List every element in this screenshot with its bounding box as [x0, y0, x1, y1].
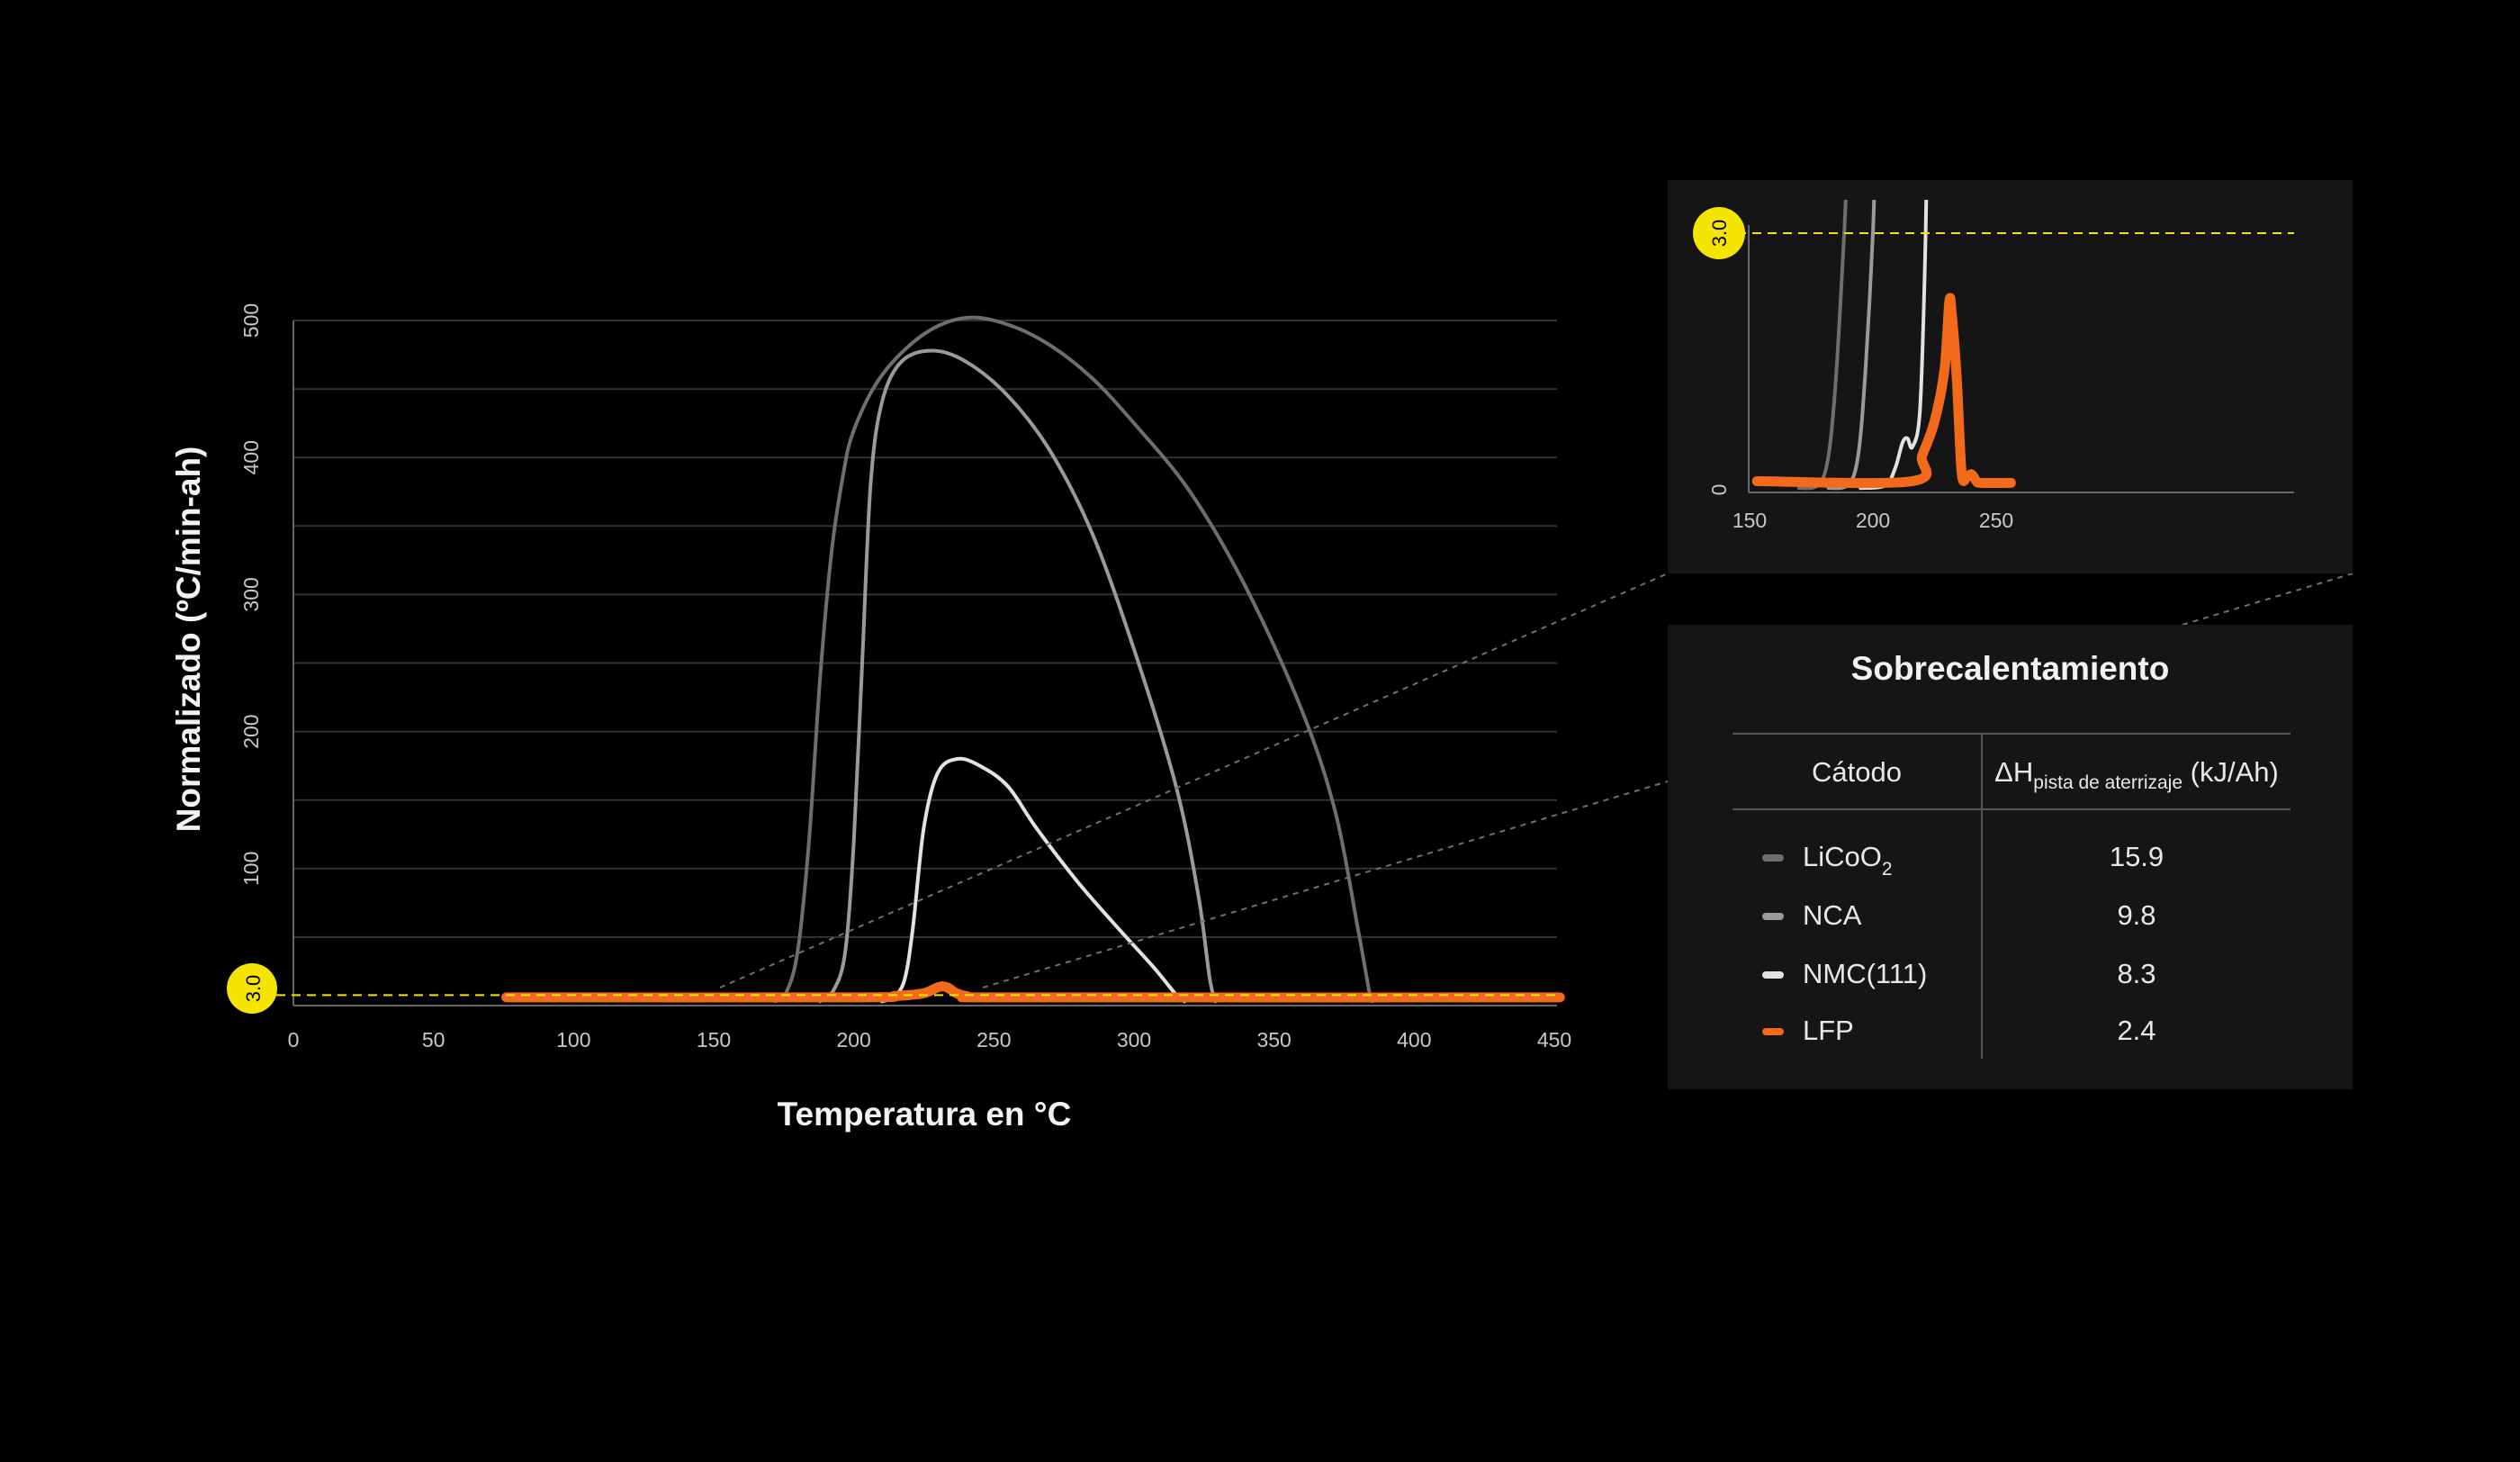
threshold-marker: 3.0: [227, 963, 1557, 1014]
overheating-table-panel: Sobrecalentamiento Cátodo ΔHpista de ate…: [1668, 625, 2353, 1089]
enthalpy-value: 2.4: [2117, 1015, 2156, 1046]
inset-threshold-marker: 3.0: [1693, 207, 2294, 259]
inset-x-tick-label: 200: [1856, 509, 1890, 532]
x-axis-label: Temperatura en °C: [778, 1096, 1072, 1133]
table-row: NCA 9.8: [1668, 889, 2353, 943]
threshold-badge: [227, 963, 277, 1014]
y-tick-label: 200: [239, 714, 263, 748]
y-tick-label: 500: [239, 303, 263, 338]
series-line-nmc111: [879, 756, 1186, 1004]
table-row: NMC(111) 8.3: [1668, 947, 2353, 1001]
cathode-name: NCA: [1803, 899, 1861, 939]
y-tick-label: 100: [239, 852, 263, 886]
connector-line: [982, 781, 1669, 988]
enthalpy-header: ΔHpista de aterrizaje (kJ/Ah): [1983, 756, 2290, 794]
inset-x-tick-label: 250: [1979, 509, 2013, 532]
x-tick-label: 50: [422, 1028, 446, 1051]
cathode-name: NMC(111): [1803, 958, 1927, 997]
legend-swatch: [1762, 854, 1784, 862]
x-tick-label: 400: [1397, 1028, 1431, 1051]
inset-series-line-nmc111: [1858, 200, 1929, 491]
x-tick-label: 0: [288, 1028, 300, 1051]
cathode-subscript: 2: [1881, 859, 1893, 880]
x-tick-label: 350: [1256, 1028, 1291, 1051]
cathode-header: Cátodo: [1812, 756, 1902, 788]
y-tick-label: 300: [239, 577, 263, 611]
cathode-name: LiCoO2: [1803, 841, 1893, 880]
cathode-label: NCA: [1803, 899, 1862, 931]
series-lines: [501, 315, 1565, 1004]
inset-axes: [1748, 225, 2294, 493]
enthalpy-value: 15.9: [2109, 841, 2164, 872]
inset-series-lines: [1751, 200, 2016, 491]
series-line-licoo2: [773, 315, 1374, 1004]
inset-chart: 3.0 150 200 250 0: [1693, 200, 2294, 532]
enthalpy-header-unit: (kJ/Ah): [2190, 756, 2279, 788]
table-column-divider: [1981, 733, 1983, 1059]
cathode-label: LiCoO: [1803, 841, 1882, 872]
x-tick-label: 300: [1117, 1028, 1151, 1051]
enthalpy-value: 8.3: [2117, 958, 2156, 989]
enthalpy-header-symbol: ΔH: [1994, 756, 2034, 788]
inset-threshold-badge: [1693, 207, 1745, 259]
table-row: LiCoO2 15.9: [1668, 830, 2353, 884]
inset-series-line-licoo2: [1796, 200, 1848, 491]
inset-series-line-lfp: [1751, 293, 2016, 489]
cathode-name: LFP: [1803, 1015, 1854, 1054]
cathode-label: LFP: [1803, 1015, 1854, 1046]
inset-x-tick-labels: 150 200 250: [1732, 509, 2013, 532]
legend-swatch: [1762, 971, 1784, 979]
legend-swatch: [1762, 1028, 1784, 1035]
series-line-lfp: [501, 981, 1565, 1003]
y-tick-label: 400: [239, 440, 263, 474]
grid-lines: [292, 320, 1557, 1006]
x-tick-label: 250: [976, 1028, 1011, 1051]
table-divider: [1732, 808, 2290, 810]
enthalpy-header-subscript: pista de aterrizaje: [2033, 772, 2183, 793]
x-tick-label: 150: [697, 1028, 731, 1051]
inset-y-tick-labels: 0: [1707, 484, 1731, 496]
enthalpy-value: 9.8: [2117, 899, 2156, 931]
inset-panel: 3.0 150 200 250 0: [1668, 180, 2353, 573]
inset-threshold-label: 3.0: [1708, 220, 1731, 248]
table-divider: [1732, 733, 2290, 735]
table-title: Sobrecalentamiento: [1850, 650, 2170, 687]
x-tick-labels: 0 50 100 150 200 250 300 350 400 450: [288, 1028, 1572, 1051]
x-tick-label: 450: [1537, 1028, 1571, 1051]
connector-line: [2182, 573, 2354, 626]
threshold-label: 3.0: [242, 975, 265, 1003]
table-row: LFP 2.4: [1668, 1004, 2353, 1058]
x-tick-label: 200: [836, 1028, 870, 1051]
inset-x-tick-label: 150: [1732, 509, 1767, 532]
y-axis-label: Normalizado (ºC/min-ah): [170, 447, 207, 833]
legend-swatch: [1762, 913, 1784, 920]
x-tick-label: 100: [556, 1028, 590, 1051]
cathode-label: NMC(111): [1803, 958, 1928, 989]
y-tick-labels: 100 200 300 400 500: [239, 303, 263, 886]
inset-series-line-nca: [1826, 200, 1876, 491]
inset-y-tick-label: 0: [1707, 484, 1731, 496]
